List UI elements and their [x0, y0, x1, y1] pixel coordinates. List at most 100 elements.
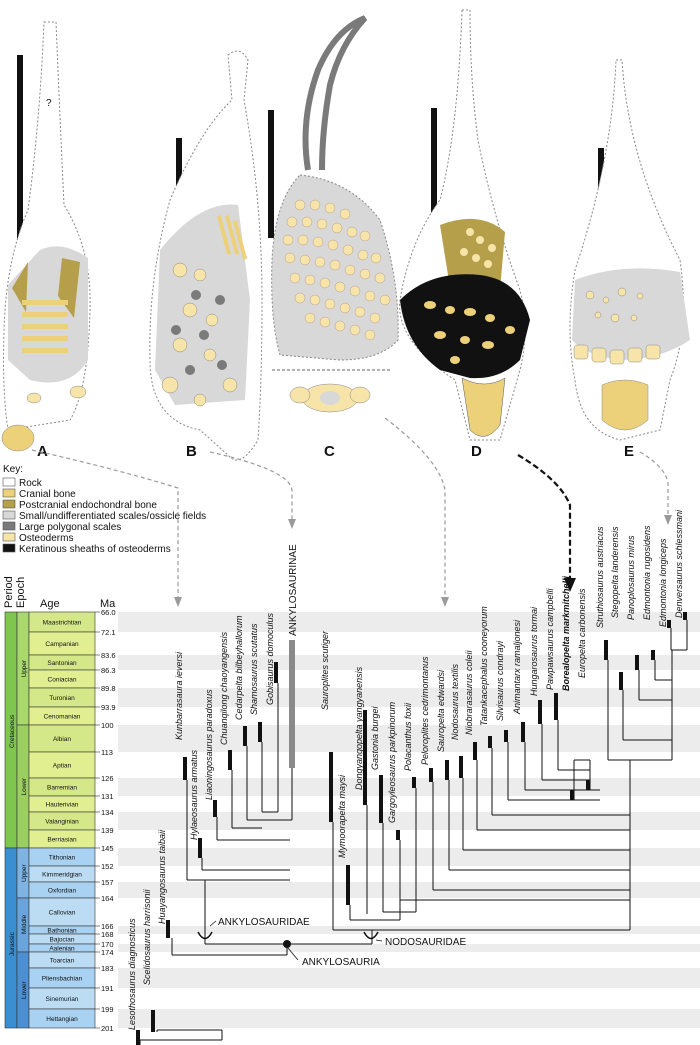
age-label: Hettangian: [46, 1016, 78, 1023]
connectors: [31, 417, 669, 600]
taxon-label: Huayangosaurus taibaii: [157, 829, 167, 924]
phylogeny: Lesothosaurus diagnosticus Scelidosaurus …: [127, 509, 688, 1045]
clade-ankylosaurinae: ANKYLOSAURINAE: [288, 544, 299, 636]
age-label: Campanian: [45, 641, 79, 648]
ma-tick: 174: [101, 948, 114, 957]
taxon-label: Shamosaurus scutatus: [249, 623, 259, 715]
ma-tick: 113: [101, 748, 113, 757]
age-label: Cenomanian: [44, 714, 81, 721]
question-mark: ?: [46, 98, 52, 109]
age-label: Aptian: [53, 763, 72, 770]
taxon-label: Tatankacephalus cooneyorum: [479, 606, 489, 726]
legend-title: Key:: [3, 464, 23, 475]
stratigraphic-range: [488, 736, 492, 748]
skull-a: [1, 424, 35, 452]
stratigraphic-range: [604, 640, 608, 660]
header-epoch: Epoch: [15, 577, 27, 608]
ma-tick: 134: [101, 808, 114, 817]
period-label: Jurassic: [9, 931, 16, 956]
taxon-label: Kunbarrasaura ieversi: [174, 651, 184, 740]
legend-label: Small/undifferentiated scales/ossicle fi…: [19, 511, 206, 522]
stratigraphic-range: [198, 838, 202, 858]
age-label: Valanginian: [45, 819, 79, 826]
stratigraphic-range: [412, 777, 416, 788]
taxon-label: Europelta carbonensis: [577, 588, 587, 678]
age-label: Sinemurian: [46, 996, 79, 1003]
age-box: [28, 724, 96, 753]
ma-tick: 168: [101, 930, 114, 939]
stratigraphic-range: [459, 756, 463, 778]
ma-tick: 199: [101, 1005, 114, 1014]
header-ma: Ma: [100, 598, 116, 610]
clade-nodosauridae: NODOSAURIDAE: [385, 937, 466, 948]
panel-label-b: B: [186, 443, 197, 460]
stratigraphic-range: [183, 757, 187, 780]
stratigraphic-range: [651, 650, 655, 660]
ma-tick: 152: [101, 862, 114, 871]
age-label: Pliensbachian: [42, 976, 83, 983]
clade-ankylosauridae: ANKYLOSAURIDAE: [218, 917, 310, 928]
taxon-label: Animantarx ramaljonesi: [512, 619, 522, 715]
legend-swatch: [2, 499, 16, 509]
legend-label: Large polygonal scales: [19, 522, 121, 533]
epoch-label: Lower: [21, 777, 28, 796]
stratigraphic-range: [445, 760, 449, 780]
legend-label: Rock: [19, 478, 43, 489]
epoch-label: Middle: [21, 914, 28, 934]
age-label: Kimmeridgian: [42, 872, 82, 879]
stratigraphic-range: [329, 752, 333, 822]
epoch-label: Upper: [21, 659, 28, 678]
stratigraphic-range: [635, 655, 639, 670]
timescale: Period Epoch Age Ma Cretaceous Jurassic Up…: [3, 576, 700, 1033]
panel-label-d: D: [471, 443, 482, 460]
taxon-label: Cedarpelta bilbeyhallorum: [234, 615, 244, 720]
age-box: [28, 751, 96, 779]
ma-tick: 131: [101, 792, 114, 801]
stratigraphic-range: [586, 780, 590, 790]
legend-swatch: [2, 521, 16, 531]
age-label: Coniacian: [48, 677, 77, 684]
taxon-label: Sauropelta edwardsi: [436, 669, 446, 752]
age-label: Berriasian: [47, 837, 77, 844]
ma-tick: 166: [101, 922, 114, 931]
stratigraphic-range: [429, 768, 433, 782]
age-label: Tithonian: [49, 855, 76, 862]
taxon-label: Polacanthus foxii: [403, 702, 413, 771]
scale-bar-a: [17, 55, 23, 255]
header-period: Period: [3, 576, 15, 608]
legend-label: Postcranial endochondral bone: [19, 500, 157, 511]
ma-tick: 183: [101, 964, 114, 973]
stratigraphic-range: [258, 722, 262, 742]
legend-swatch: [2, 488, 16, 498]
tail-c: [302, 15, 368, 171]
ma-tick: 139: [101, 826, 114, 835]
specimen-a: ? A: [1, 21, 91, 460]
taxon-label: Chuanqilong chaoyangensis: [219, 631, 229, 745]
taxon-label: Scelidosaurus harrisonii: [142, 888, 152, 985]
stratigraphic-range: [683, 612, 687, 620]
ma-tick: 86.3: [101, 666, 116, 675]
period-label: Cretaceous: [9, 714, 16, 748]
stratigraphic-range: [243, 726, 247, 746]
panel-label-c: C: [324, 443, 335, 460]
ma-tick: 170: [101, 940, 114, 949]
ma-tick: 201: [101, 1024, 114, 1033]
age-box: [28, 1008, 96, 1029]
stratigraphic-range: [538, 700, 542, 724]
stratigraphic-range: [504, 730, 508, 742]
keratin-sheaths-d: [400, 274, 530, 379]
age-label: Bajocian: [50, 937, 75, 944]
skull-e: [601, 379, 649, 431]
stratigraphic-range: [166, 920, 170, 938]
taxon-label: Silvisaurus condrayi: [495, 640, 505, 721]
age-label: Oxfordian: [48, 888, 77, 895]
age-label: Callovian: [49, 910, 76, 917]
legend-label: Osteoderms: [19, 533, 73, 544]
specimen-c: C: [268, 15, 399, 460]
connector-d-borealopelta: [517, 454, 572, 580]
taxon-label: Lesothosaurus diagnosticus: [127, 918, 137, 1030]
taxon-label: Gargoyleosaurus parkpinorum: [387, 701, 397, 823]
panel-label-e: E: [624, 443, 634, 460]
ankylosauria-node: [283, 940, 291, 948]
